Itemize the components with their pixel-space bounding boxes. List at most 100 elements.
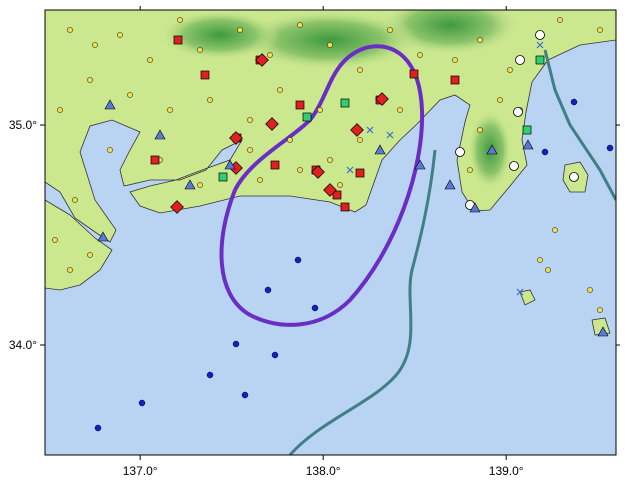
x-tick-label: 137.0° [123, 464, 158, 478]
station [287, 137, 293, 143]
station [197, 182, 203, 188]
offshore-event [241, 391, 249, 399]
red-diamond [323, 183, 337, 197]
station [177, 17, 183, 23]
island [591, 317, 611, 336]
white-station [515, 55, 525, 65]
red-station [200, 70, 210, 80]
red-station [340, 202, 350, 212]
triangle-station [414, 159, 426, 170]
cross-station [536, 41, 544, 49]
offshore-event [271, 351, 279, 359]
trough [288, 149, 437, 455]
station [327, 157, 333, 163]
green-station [218, 172, 228, 182]
trough [543, 49, 616, 201]
station [327, 42, 333, 48]
markers [52, 17, 614, 432]
station [207, 97, 213, 103]
station [497, 97, 503, 103]
offshore-event [232, 340, 240, 348]
green-station [522, 125, 532, 135]
station [117, 32, 123, 38]
station [67, 267, 73, 273]
offshore-event [206, 371, 214, 379]
white-station [509, 161, 519, 171]
cross-station [386, 131, 394, 139]
map-area [45, 10, 616, 455]
triangle-station [486, 144, 498, 155]
white-station [513, 107, 523, 117]
station [477, 37, 483, 43]
triangle-station [469, 202, 481, 213]
red-diamond [255, 53, 269, 67]
station [557, 17, 563, 23]
frame [44, 9, 617, 456]
station [147, 57, 153, 63]
station [357, 67, 363, 73]
triangle-station [522, 139, 534, 150]
station [477, 127, 483, 133]
triangle-station [184, 179, 196, 190]
red-diamond [311, 165, 325, 179]
station [67, 27, 73, 33]
station [552, 227, 558, 233]
offshore-event [541, 148, 549, 156]
station [257, 177, 263, 183]
offshore-event [94, 424, 102, 432]
red-station [450, 75, 460, 85]
offshore-event [294, 256, 302, 264]
triangle-station [224, 159, 236, 170]
mountains [160, 10, 280, 60]
axes: 137.0° 138.0° 139.0° 35.0° 34.0° [9, 6, 620, 478]
x-tick-label: 138.0° [306, 464, 341, 478]
triangle-station [444, 179, 456, 190]
red-diamond [375, 92, 389, 106]
station [537, 257, 543, 263]
green-station [535, 55, 545, 65]
station [597, 307, 603, 313]
station [87, 77, 93, 83]
station [237, 27, 243, 33]
red-station [332, 190, 342, 200]
cross-station [346, 166, 354, 174]
station [337, 182, 343, 188]
triangle-station [154, 129, 166, 140]
y-tick-label: 34.0° [9, 338, 37, 352]
x-tick-label: 139.0° [489, 464, 524, 478]
red-diamond [229, 131, 243, 145]
offshore-event [606, 144, 614, 152]
station [452, 57, 458, 63]
red-station [150, 155, 160, 165]
red-diamond [350, 123, 364, 137]
station [127, 92, 133, 98]
cross-station [366, 126, 374, 134]
offshore-event [138, 399, 146, 407]
station [317, 107, 323, 113]
station [92, 42, 98, 48]
red-station [355, 168, 365, 178]
station [297, 167, 303, 173]
station [87, 252, 93, 258]
offshore-event [311, 304, 319, 312]
green-station [302, 112, 312, 122]
station [72, 197, 78, 203]
mountains [240, 10, 420, 70]
y-tick-label: 35.0° [9, 118, 37, 132]
red-station [409, 69, 419, 79]
station [357, 137, 363, 143]
red-diamond [265, 117, 279, 131]
station [467, 167, 473, 173]
station [587, 287, 593, 293]
red-station [270, 160, 280, 170]
station [387, 27, 393, 33]
island [519, 289, 536, 306]
white-station [569, 172, 579, 182]
offshore-event [264, 286, 272, 294]
station [247, 117, 253, 123]
station [197, 47, 203, 53]
station [397, 107, 403, 113]
triangle-station [597, 326, 609, 337]
station [267, 52, 273, 58]
